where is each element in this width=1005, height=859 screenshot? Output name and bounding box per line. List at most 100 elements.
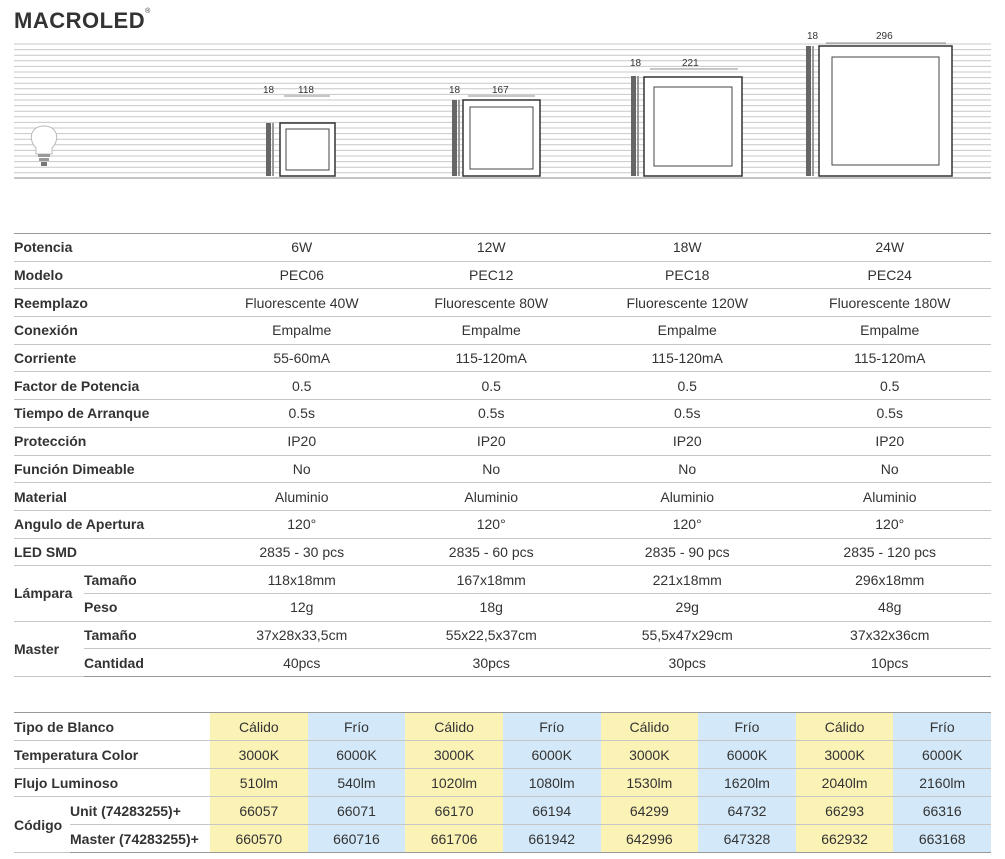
brand-mark: ®	[145, 8, 151, 15]
spec-value: 2835 - 60 pcs	[396, 538, 586, 567]
tone-value: Cálido	[795, 712, 894, 741]
spec-row: Factor de Potencia 0.5 0.5 0.5 0.5	[14, 371, 991, 401]
spec-value: 30pcs	[585, 648, 789, 677]
panel-12w-depth: 18	[449, 85, 461, 96]
spec-sub-label: Tamaño	[84, 621, 207, 650]
spec-value: No	[396, 455, 586, 484]
spec-value: 18W	[585, 233, 789, 262]
spec-value: IP20	[396, 427, 586, 456]
spec-row: Material Aluminio Aluminio Aluminio Aluminio	[14, 482, 991, 511]
spec-value: 115-120mA	[788, 344, 991, 373]
spec-row-label: Protección	[14, 427, 207, 456]
spec-value: 55x22,5x37cm	[396, 621, 586, 650]
spec-value: 48g	[788, 593, 991, 622]
tone-row-codigo-unit: Código Unit (74283255)+ 66057 66071 66170 661…	[14, 796, 991, 853]
spec-value: Aluminio	[788, 482, 991, 511]
code-value: 66293	[795, 796, 894, 825]
spec-row: Angulo de Apertura 120° 120° 120° 120°	[14, 510, 991, 539]
tone-row-label: Temperatura Color	[14, 740, 210, 769]
tone-value: 510lm	[210, 768, 308, 797]
panel-6w: 18 118	[263, 85, 336, 177]
code-value: 64299	[600, 796, 699, 825]
spec-sub-label: Peso	[84, 593, 207, 622]
spec-row-label: Modelo	[14, 261, 207, 290]
tone-value: 6000K	[502, 740, 601, 769]
spec-value: Aluminio	[396, 482, 586, 511]
spec-row: Potencia 6W 12W 18W 24W	[14, 233, 991, 262]
spec-row: Modelo PEC06 PEC12 PEC18 PEC24	[14, 261, 991, 290]
tone-sub-label: Unit (74283255)+	[70, 796, 210, 825]
code-value: 66316	[893, 796, 991, 825]
tone-value: 2160lm	[893, 768, 991, 797]
code-value: 64732	[698, 796, 796, 825]
tone-row-codigo-master: Master (74283255)+ 660570 660716 661706 6619…	[14, 824, 991, 853]
spec-value: 40pcs	[207, 648, 397, 677]
panel-12w-width: 167	[492, 85, 509, 96]
tone-value: Frío	[698, 712, 796, 741]
tone-value: Frío	[502, 712, 601, 741]
tone-row-tipo: Tipo de Blanco Cálido Frío Cálido Frío Cálido…	[14, 712, 991, 741]
spec-sub-label: Cantidad	[84, 648, 207, 677]
tone-sub-label: Master (74283255)+	[70, 824, 210, 853]
spec-value: 37x32x36cm	[788, 621, 991, 650]
spec-row: Reemplazo Fluorescente 40W Fluorescente 80…	[14, 288, 991, 318]
spec-value: 2835 - 120 pcs	[788, 538, 991, 567]
panel-24w-width: 296	[876, 31, 893, 42]
tone-value: 2040lm	[795, 768, 894, 797]
spec-value: Empalme	[207, 316, 397, 345]
spec-value: 12g	[207, 593, 397, 622]
spec-value: 120°	[207, 510, 397, 539]
panel-6w-depth: 18	[263, 85, 275, 96]
tone-value: Cálido	[405, 712, 503, 741]
spec-value: 12W	[396, 233, 586, 262]
panel-24w: 18 296	[806, 31, 953, 177]
spec-row: Conexión Empalme Empalme Empalme Empalme	[14, 316, 991, 345]
tone-value: 1020lm	[405, 768, 503, 797]
code-value: 662932	[795, 824, 894, 853]
spec-value: 2835 - 90 pcs	[585, 538, 789, 567]
spec-value: 10pcs	[788, 648, 991, 677]
spec-value: 0.5	[207, 371, 397, 401]
tone-value: 3000K	[600, 740, 699, 769]
tone-value: Cálido	[600, 712, 699, 741]
code-value: 66071	[307, 796, 406, 825]
tone-value: 1530lm	[600, 768, 699, 797]
spec-value: IP20	[207, 427, 397, 456]
tone-value: 6000K	[893, 740, 991, 769]
bulb-icon	[30, 125, 58, 166]
panel-6w-width: 118	[298, 85, 314, 96]
spec-row-label: LED SMD	[14, 538, 207, 567]
spec-value: Aluminio	[585, 482, 789, 511]
spec-table: Potencia 6W 12W 18W 24W Modelo PEC06 PEC12 PEC18…	[14, 233, 991, 678]
spec-value: 0.5s	[788, 399, 991, 428]
spec-value: Empalme	[396, 316, 586, 345]
spec-value: 0.5s	[207, 399, 397, 428]
spec-value: No	[585, 455, 789, 484]
spec-value: IP20	[788, 427, 991, 456]
tone-value: Frío	[893, 712, 991, 741]
code-value: 661706	[405, 824, 503, 853]
spec-value: PEC12	[396, 261, 586, 290]
spec-row-label: Angulo de Apertura	[14, 510, 207, 539]
spec-value: IP20	[585, 427, 789, 456]
spec-row-label: Material	[14, 482, 207, 511]
tone-row-flujo: Flujo Luminoso 510lm 540lm 1020lm 1080lm 1530…	[14, 768, 991, 797]
spec-row: Protección IP20 IP20 IP20 IP20	[14, 427, 991, 456]
spec-value: PEC18	[585, 261, 789, 290]
spec-sub-label: Tamaño	[84, 565, 207, 594]
spec-row-label: Reemplazo	[14, 288, 207, 318]
spec-value: Aluminio	[207, 482, 397, 511]
tone-row-temp: Temperatura Color 3000K 6000K 3000K 6000K 300…	[14, 740, 991, 769]
panel-18w: 18 221	[630, 58, 743, 177]
spec-value: Empalme	[585, 316, 789, 345]
spec-value: 0.5	[585, 371, 789, 401]
spec-value: PEC06	[207, 261, 397, 290]
spec-value: Empalme	[788, 316, 991, 345]
spec-value: Fluorescente 180W	[788, 288, 991, 318]
tone-row-label: Flujo Luminoso	[14, 768, 210, 797]
spec-value: 0.5	[396, 371, 586, 401]
panel-12w: 18 167	[449, 85, 541, 177]
code-value: 66194	[502, 796, 601, 825]
spec-value: 55,5x47x29cm	[585, 621, 789, 650]
spec-value: Fluorescente 40W	[207, 288, 397, 318]
